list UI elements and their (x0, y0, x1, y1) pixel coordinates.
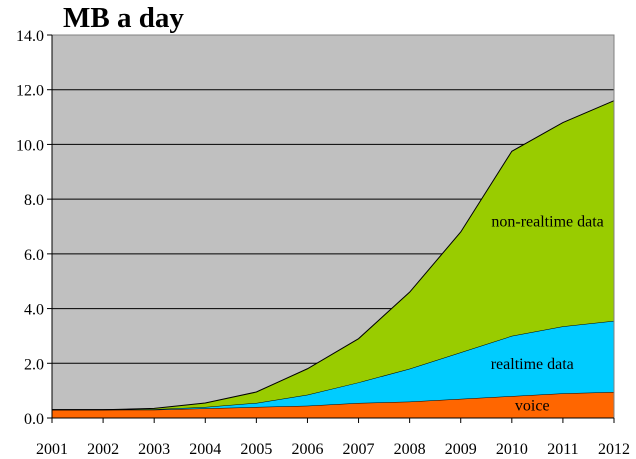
x-tick-label-5: 2006 (291, 441, 323, 458)
x-tick-label-7: 2008 (394, 441, 426, 458)
y-tick-label-1: 2.0 (24, 356, 44, 373)
x-tick-label-0: 2001 (36, 441, 68, 458)
x-tick-label-10: 2011 (547, 441, 578, 458)
series-labels: voice realtime data non-realtime data (491, 214, 604, 415)
x-tick-label-3: 2004 (189, 441, 221, 458)
y-tick-label-7: 14.0 (16, 28, 44, 45)
x-tick-labels: 2001 2002 2003 2004 2005 2006 2007 2008 2009 2010… (36, 441, 630, 458)
y-tick-label-0: 0.0 (24, 411, 44, 428)
y-tick-label-5: 10.0 (16, 137, 44, 154)
y-tick-label-3: 6.0 (24, 247, 44, 264)
series-label-non-realtime-data: non-realtime data (491, 214, 603, 231)
area-series-layer (52, 100, 615, 418)
area-non-realtime-data (52, 100, 614, 410)
x-tick-label-2: 2003 (138, 441, 170, 458)
y-tick-label-4: 8.0 (24, 192, 44, 209)
chart-title: MB a day (63, 2, 184, 34)
series-label-realtime-data: realtime data (491, 356, 574, 373)
y-tick-label-2: 4.0 (24, 302, 44, 319)
area-realtime-data (52, 320, 614, 410)
y-tick-labels: 0.0 2.0 4.0 6.0 8.0 10.0 12.0 14.0 (16, 28, 44, 428)
x-tick-label-9: 2010 (496, 441, 528, 458)
area-top-line-non-realtime-data (52, 100, 615, 411)
y-tick-label-6: 12.0 (16, 83, 44, 100)
axes (47, 34, 615, 423)
x-tick-label-8: 2009 (445, 441, 477, 458)
x-tick-label-6: 2007 (343, 441, 375, 458)
x-tick-label-1: 2002 (87, 441, 119, 458)
x-tick-label-11: 2012 (598, 441, 630, 458)
x-tick-label-4: 2005 (240, 441, 272, 458)
series-label-voice: voice (515, 397, 550, 414)
